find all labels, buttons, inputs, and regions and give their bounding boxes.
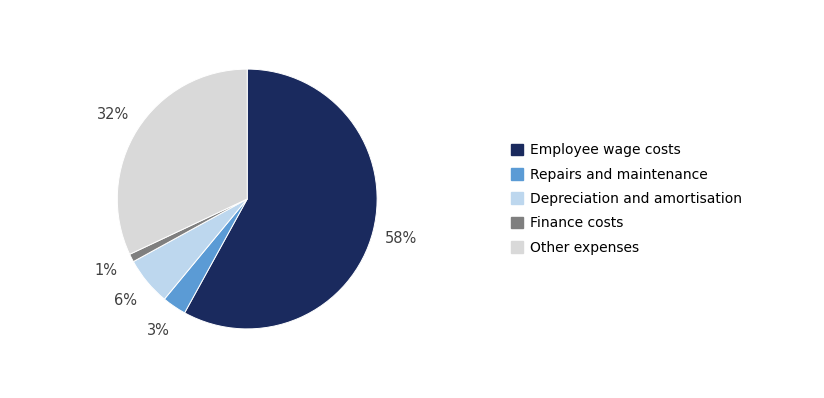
Text: 6%: 6% [114, 293, 137, 308]
Text: 3%: 3% [147, 323, 170, 338]
Wedge shape [165, 199, 247, 313]
Wedge shape [117, 69, 247, 254]
Wedge shape [133, 199, 247, 299]
Text: 58%: 58% [385, 231, 417, 246]
Text: 32%: 32% [97, 107, 129, 121]
Wedge shape [129, 199, 247, 261]
Text: 1%: 1% [95, 263, 118, 279]
Legend: Employee wage costs, Repairs and maintenance, Depreciation and amortisation, Fin: Employee wage costs, Repairs and mainten… [505, 138, 747, 260]
Wedge shape [185, 69, 377, 329]
